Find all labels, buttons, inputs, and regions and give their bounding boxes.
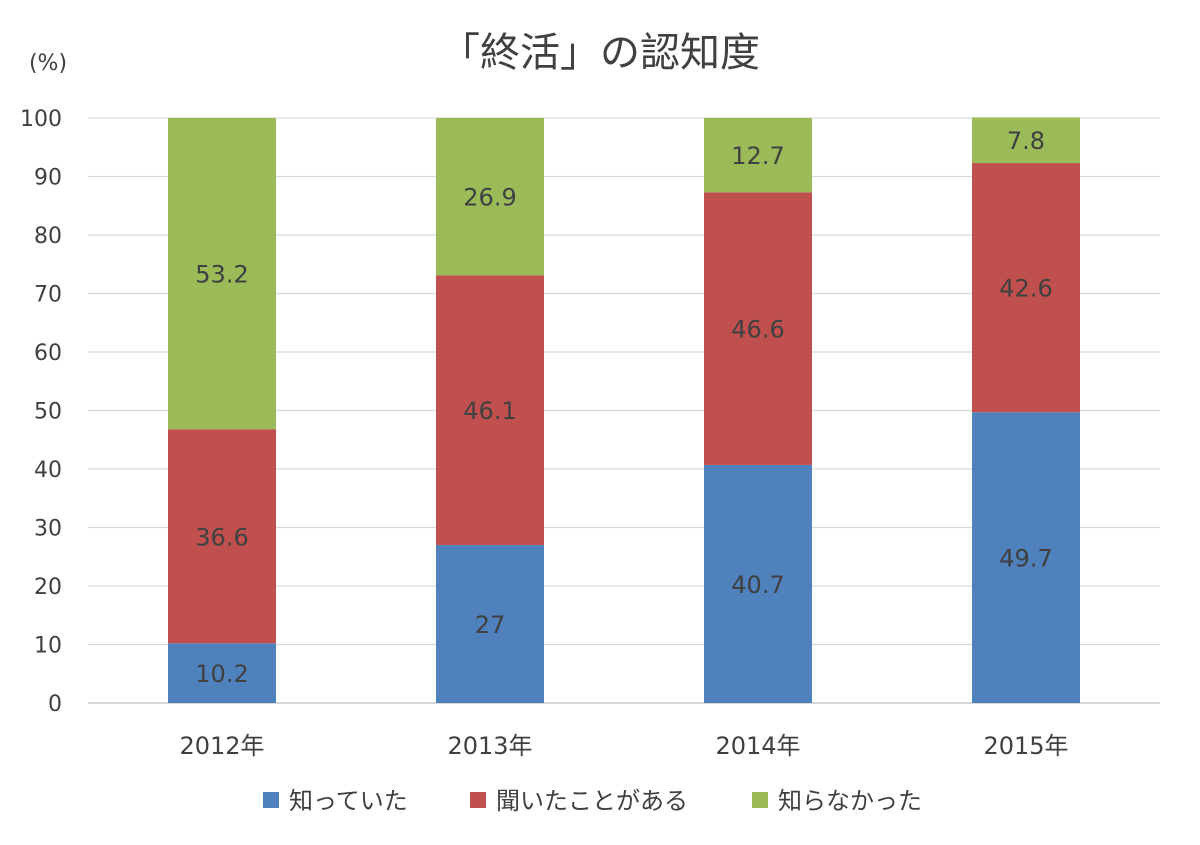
bar-segment <box>704 192 812 465</box>
y-tick-label: 50 <box>34 400 62 425</box>
bar-segment <box>972 412 1080 703</box>
y-tick-label: 100 <box>20 107 62 132</box>
y-axis-ticks: 0 10 20 30 40 50 60 70 80 90 100 <box>20 107 62 717</box>
legend-swatch <box>752 792 768 808</box>
bar-segment <box>972 117 1080 164</box>
data-label: 26.9 <box>463 184 516 212</box>
data-label: 36.6 <box>195 523 248 551</box>
y-tick-label: 90 <box>34 166 62 191</box>
legend-label: 知っていた <box>289 787 408 815</box>
data-label: 12.7 <box>731 142 784 170</box>
y-axis-unit-label: (%) <box>29 51 67 76</box>
y-tick-label: 80 <box>34 224 62 249</box>
data-label: 40.7 <box>731 571 784 599</box>
legend-swatch <box>470 792 486 808</box>
data-label: 53.2 <box>195 261 248 289</box>
bar-segment <box>436 275 544 546</box>
data-label: 46.1 <box>463 397 516 425</box>
bar-segment <box>436 118 544 276</box>
legend-label: 知らなかった <box>778 787 922 815</box>
data-label: 42.6 <box>999 275 1052 303</box>
bar-segment <box>168 643 276 703</box>
x-tick-label: 2015年 <box>983 732 1068 760</box>
chart-title: 「終活」の認知度 <box>440 30 760 76</box>
x-tick-label: 2014年 <box>715 732 800 760</box>
y-tick-label: 10 <box>34 634 62 659</box>
bar-segment <box>168 429 276 644</box>
data-label: 46.6 <box>731 316 784 344</box>
legend-label: 聞いたことがある <box>496 787 688 815</box>
bar-segment <box>704 464 812 703</box>
bar-segment <box>436 545 544 703</box>
x-tick-label: 2012年 <box>179 732 264 760</box>
legend-swatch <box>263 792 279 808</box>
y-tick-label: 30 <box>34 517 62 542</box>
data-label: 49.7 <box>999 545 1052 573</box>
data-label: 10.2 <box>195 660 248 688</box>
legend: 知っていた 聞いたことがある 知らなかった <box>263 787 922 815</box>
data-labels: 10.2 36.6 53.2 27 46.1 26.9 40.7 46.6 12.7 49.7 42… <box>195 127 1052 688</box>
bar-segment <box>168 118 276 430</box>
x-tick-label: 2013年 <box>447 732 532 760</box>
bar-segment <box>972 163 1080 413</box>
y-tick-label: 60 <box>34 341 62 366</box>
data-label: 7.8 <box>1007 127 1045 155</box>
x-axis-ticks: 2012年 2013年 2014年 2015年 <box>179 732 1068 760</box>
bars <box>168 117 1080 703</box>
y-tick-label: 40 <box>34 458 62 483</box>
y-tick-label: 0 <box>48 692 62 717</box>
data-label: 27 <box>475 611 506 639</box>
y-tick-label: 20 <box>34 575 62 600</box>
y-tick-label: 70 <box>34 283 62 308</box>
bar-segment <box>704 118 812 193</box>
